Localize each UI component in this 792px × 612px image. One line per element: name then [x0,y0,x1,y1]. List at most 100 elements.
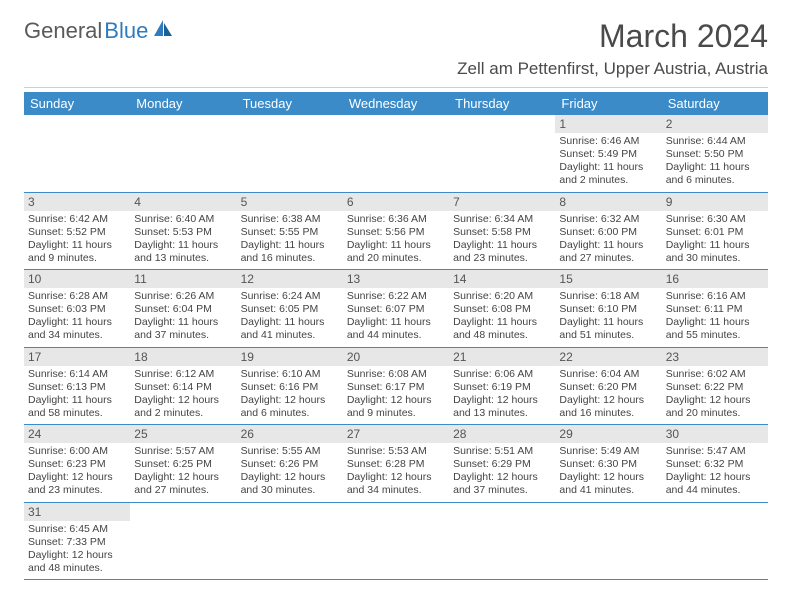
sunrise: Sunrise: 5:47 AM [666,445,764,458]
sunrise: Sunrise: 6:02 AM [666,368,764,381]
sunset: Sunset: 5:49 PM [559,148,657,161]
day-details: Sunrise: 6:30 AMSunset: 6:01 PMDaylight:… [662,211,768,270]
daylight: Daylight: 11 hours and 37 minutes. [134,316,232,342]
calendar-cell: 4Sunrise: 6:40 AMSunset: 5:53 PMDaylight… [130,192,236,270]
calendar-cell [662,502,768,580]
calendar-cell: 13Sunrise: 6:22 AMSunset: 6:07 PMDayligh… [343,270,449,348]
sunset: Sunset: 5:50 PM [666,148,764,161]
day-details: Sunrise: 6:38 AMSunset: 5:55 PMDaylight:… [237,211,343,270]
day-number: 7 [449,193,555,211]
day-number: 18 [130,348,236,366]
day-number: 20 [343,348,449,366]
calendar-cell: 20 Sunrise: 6:08 AMSunset: 6:17 PMDayligh… [343,347,449,425]
sunset: Sunset: 6:22 PM [666,381,764,394]
calendar-cell [237,502,343,580]
daylight: Daylight: 12 hours and 30 minutes. [241,471,339,497]
sunset: Sunset: 6:01 PM [666,226,764,239]
day-details: Sunrise: 6:06 AMSunset: 6:19 PMDaylight:… [449,366,555,425]
sunrise: Sunrise: 6:08 AM [347,368,445,381]
sunset: Sunset: 6:04 PM [134,303,232,316]
day-number: 17 [24,348,130,366]
calendar-cell: 11Sunrise: 6:26 AMSunset: 6:04 PMDayligh… [130,270,236,348]
day-header: Saturday [662,92,768,115]
daylight: Daylight: 11 hours and 20 minutes. [347,239,445,265]
sunrise: Sunrise: 6:46 AM [559,135,657,148]
sunset: Sunset: 6:05 PM [241,303,339,316]
calendar-week: 24Sunrise: 6:00 AMSunset: 6:23 PMDayligh… [24,425,768,503]
daylight: Daylight: 11 hours and 55 minutes. [666,316,764,342]
calendar-cell [237,115,343,192]
sunrise: Sunrise: 6:22 AM [347,290,445,303]
daylight: Daylight: 11 hours and 6 minutes. [666,161,764,187]
sunrise: Sunrise: 6:10 AM [241,368,339,381]
calendar-cell: 10Sunrise: 6:28 AMSunset: 6:03 PMDayligh… [24,270,130,348]
daylight: Daylight: 12 hours and 37 minutes. [453,471,551,497]
day-details: Sunrise: 6:34 AMSunset: 5:58 PMDaylight:… [449,211,555,270]
day-number: 16 [662,270,768,288]
daylight: Daylight: 12 hours and 34 minutes. [347,471,445,497]
sunset: Sunset: 6:10 PM [559,303,657,316]
calendar-table: SundayMondayTuesdayWednesdayThursdayFrid… [24,92,768,580]
day-header: Sunday [24,92,130,115]
day-header: Tuesday [237,92,343,115]
daylight: Daylight: 12 hours and 44 minutes. [666,471,764,497]
day-number: 26 [237,425,343,443]
daylight: Daylight: 11 hours and 44 minutes. [347,316,445,342]
sunrise: Sunrise: 6:14 AM [28,368,126,381]
daylight: Daylight: 11 hours and 9 minutes. [28,239,126,265]
sunrise: Sunrise: 6:40 AM [134,213,232,226]
day-number: 2 [662,115,768,133]
sunrise: Sunrise: 5:49 AM [559,445,657,458]
header: GeneralBlue March 2024 Zell am Pettenfir… [24,18,768,79]
calendar-cell: 30Sunrise: 5:47 AMSunset: 6:32 PMDayligh… [662,425,768,503]
daylight: Daylight: 12 hours and 23 minutes. [28,471,126,497]
day-number: 14 [449,270,555,288]
calendar-cell: 28Sunrise: 5:51 AMSunset: 6:29 PMDayligh… [449,425,555,503]
sunrise: Sunrise: 5:55 AM [241,445,339,458]
calendar-cell: 31Sunrise: 6:45 AMSunset: 7:33 PMDayligh… [24,502,130,580]
day-number: 11 [130,270,236,288]
sunrise: Sunrise: 6:36 AM [347,213,445,226]
logo-text-1: General [24,18,102,44]
sunrise: Sunrise: 6:38 AM [241,213,339,226]
calendar-cell: 6Sunrise: 6:36 AMSunset: 5:56 PMDaylight… [343,192,449,270]
sunset: Sunset: 6:20 PM [559,381,657,394]
daylight: Daylight: 11 hours and 16 minutes. [241,239,339,265]
sunset: Sunset: 6:30 PM [559,458,657,471]
daylight: Daylight: 11 hours and 2 minutes. [559,161,657,187]
calendar-cell [130,502,236,580]
sunset: Sunset: 5:52 PM [28,226,126,239]
day-details: Sunrise: 6:20 AMSunset: 6:08 PMDaylight:… [449,288,555,347]
day-number: 8 [555,193,661,211]
calendar-cell: 1Sunrise: 6:46 AMSunset: 5:49 PMDaylight… [555,115,661,192]
sunset: Sunset: 6:32 PM [666,458,764,471]
sunset: Sunset: 6:07 PM [347,303,445,316]
day-number: 15 [555,270,661,288]
day-details: Sunrise: 6:22 AMSunset: 6:07 PMDaylight:… [343,288,449,347]
sunset: Sunset: 6:17 PM [347,381,445,394]
day-details: Sunrise: 6:36 AMSunset: 5:56 PMDaylight:… [343,211,449,270]
calendar-week: 10Sunrise: 6:28 AMSunset: 6:03 PMDayligh… [24,270,768,348]
day-number: 6 [343,193,449,211]
daylight: Daylight: 11 hours and 30 minutes. [666,239,764,265]
sunrise: Sunrise: 6:30 AM [666,213,764,226]
day-details: Sunrise: 5:51 AMSunset: 6:29 PMDaylight:… [449,443,555,502]
location: Zell am Pettenfirst, Upper Austria, Aust… [457,59,768,79]
sunrise: Sunrise: 6:26 AM [134,290,232,303]
day-details: Sunrise: 6:02 AMSunset: 6:22 PMDaylight:… [662,366,768,425]
calendar-cell: 15Sunrise: 6:18 AMSunset: 6:10 PMDayligh… [555,270,661,348]
calendar-cell: 12Sunrise: 6:24 AMSunset: 6:05 PMDayligh… [237,270,343,348]
daylight: Daylight: 11 hours and 27 minutes. [559,239,657,265]
calendar-cell: 5Sunrise: 6:38 AMSunset: 5:55 PMDaylight… [237,192,343,270]
day-details: Sunrise: 6:18 AMSunset: 6:10 PMDaylight:… [555,288,661,347]
day-number: 27 [343,425,449,443]
calendar-cell: 2Sunrise: 6:44 AMSunset: 5:50 PMDaylight… [662,115,768,192]
daylight: Daylight: 12 hours and 9 minutes. [347,394,445,420]
day-header: Wednesday [343,92,449,115]
divider [24,87,768,88]
sunset: Sunset: 6:11 PM [666,303,764,316]
day-details: Sunrise: 6:26 AMSunset: 6:04 PMDaylight:… [130,288,236,347]
daylight: Daylight: 11 hours and 48 minutes. [453,316,551,342]
sunset: Sunset: 5:56 PM [347,226,445,239]
sunset: Sunset: 6:28 PM [347,458,445,471]
